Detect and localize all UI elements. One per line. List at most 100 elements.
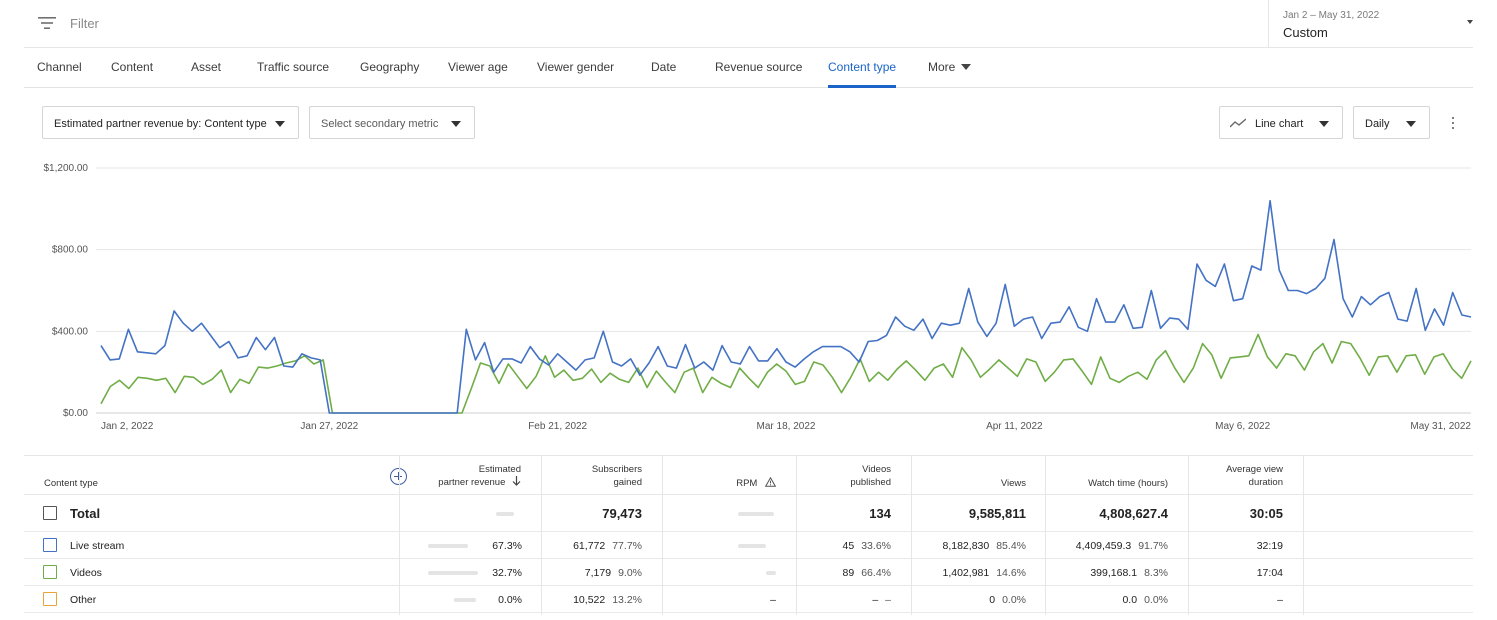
col-header-watch-time[interactable]: Watch time (hours) — [1088, 478, 1168, 489]
tab-asset[interactable]: Asset — [191, 60, 222, 74]
col-header-revenue-line2: partner revenue — [438, 477, 506, 488]
secondary-metric-dropdown[interactable]: Select secondary metric — [309, 106, 475, 139]
caret-down-icon — [451, 121, 461, 127]
add-column-icon[interactable] — [390, 468, 407, 485]
col-header-revenue-line1: Estimated — [478, 464, 521, 475]
table-row: Live stream 67.3% 61,772 77.7% 45 33.6% 8,… — [24, 532, 1473, 559]
y-tick-label: $400.00 — [52, 326, 89, 337]
more-vert-icon[interactable] — [1446, 114, 1460, 132]
avg-view-duration: – — [1277, 594, 1283, 606]
col-header-videos-line2: published — [850, 477, 891, 488]
tab-more-label: More — [928, 60, 956, 74]
column-divider — [911, 455, 912, 615]
checkbox-live-stream[interactable] — [43, 538, 57, 552]
column-divider — [399, 455, 400, 615]
tab-more[interactable]: More — [928, 60, 972, 74]
col-header-videos-published[interactable]: Videos published — [814, 463, 891, 489]
col-header-revenue[interactable]: Estimated partner revenue — [424, 463, 521, 489]
tab-geography[interactable]: Geography — [360, 60, 420, 74]
subscribers-value: 10,522 — [573, 594, 606, 606]
y-tick-label: $1,200.00 — [44, 163, 89, 174]
subscribers-pct: 77.7% — [612, 540, 642, 552]
redacted-value — [454, 598, 476, 602]
col-header-avd-line2: duration — [1248, 477, 1283, 488]
redacted-value — [738, 544, 766, 548]
views-pct: 85.4% — [996, 540, 1026, 552]
warning-icon[interactable] — [764, 476, 777, 487]
col-header-rpm-label: RPM — [736, 478, 758, 489]
tab-viewer-gender[interactable]: Viewer gender — [537, 60, 615, 74]
column-divider — [1045, 455, 1046, 615]
redacted-value — [738, 512, 774, 516]
primary-metric-label: Estimated partner revenue by: Content ty… — [54, 118, 267, 130]
column-divider — [541, 455, 542, 615]
avg-view-duration: 32:19 — [1256, 540, 1283, 552]
column-divider — [1188, 455, 1189, 615]
date-range-text: Jan 2 – May 31, 2022 — [1283, 10, 1380, 21]
series-line-live-stream — [100, 199, 1472, 414]
avg-view-duration: 17:04 — [1256, 567, 1283, 579]
col-header-content-type[interactable]: Content type — [44, 478, 98, 489]
chart-type-label: Line chart — [1255, 118, 1304, 130]
checkbox-other[interactable] — [43, 592, 57, 606]
col-header-rpm[interactable]: RPM — [704, 476, 777, 490]
col-header-avg-view-duration[interactable]: Average view duration — [1194, 463, 1283, 489]
date-range-preset: Custom — [1283, 25, 1328, 40]
videos-cell: 45 33.6% — [814, 540, 891, 552]
x-tick-label: May 6, 2022 — [1215, 421, 1270, 432]
line-chart-icon — [1230, 118, 1246, 128]
column-divider — [662, 455, 663, 615]
views-cell: 0 0.0% — [924, 594, 1026, 606]
tab-content-type[interactable]: Content type — [828, 60, 897, 74]
videos-pct: 66.4% — [861, 567, 891, 579]
revenue-line-chart: $0.00 $400.00 $800.00 $1,200.00 Jan 2, 2022… — [44, 163, 1472, 432]
col-header-subs-line2: gained — [613, 477, 642, 488]
checkbox-videos[interactable] — [43, 565, 57, 579]
subscribers-value: 7,179 — [584, 567, 612, 579]
col-header-views[interactable]: Views — [1000, 478, 1026, 489]
tab-channel[interactable]: Channel — [37, 60, 82, 74]
subscribers-pct: 13.2% — [612, 594, 642, 606]
watch-value: 4,409,459.3 — [1075, 540, 1132, 552]
redacted-value — [496, 512, 514, 516]
tab-revenue-source[interactable]: Revenue source — [715, 60, 803, 74]
caret-down-icon — [1319, 121, 1329, 127]
filter-input[interactable]: Filter — [70, 16, 99, 31]
watch-value: 0.0 — [1122, 594, 1138, 606]
x-tick-label: Jan 2, 2022 — [101, 421, 154, 432]
revenue-pct: 67.3% — [492, 540, 522, 552]
col-header-avd-line1: Average view — [1226, 464, 1283, 475]
row-label-total: Total — [70, 506, 101, 521]
redacted-value — [428, 571, 478, 575]
tab-traffic-source[interactable]: Traffic source — [257, 60, 330, 74]
subscribers-cell: 7,179 9.0% — [544, 567, 642, 579]
tab-content[interactable]: Content — [111, 60, 154, 74]
filter-icon[interactable] — [38, 15, 56, 31]
y-tick-label: $0.00 — [63, 408, 88, 419]
active-tab-indicator — [828, 85, 896, 88]
views-cell: 8,182,830 85.4% — [924, 540, 1027, 552]
videos-value: 45 — [842, 540, 855, 552]
total-views: 9,585,811 — [968, 506, 1026, 521]
checkbox-total[interactable] — [43, 506, 57, 520]
granularity-dropdown[interactable]: Daily — [1353, 106, 1430, 139]
table-header: Content type Estimated partner revenue S… — [24, 455, 1473, 495]
secondary-metric-label: Select secondary metric — [321, 118, 439, 130]
series-line-videos — [100, 333, 1472, 414]
chart-type-dropdown[interactable]: Line chart — [1219, 106, 1343, 139]
col-header-subscribers[interactable]: Subscribers gained — [544, 463, 642, 489]
col-header-videos-line1: Videos — [862, 464, 891, 475]
revenue-pct: 32.7% — [492, 567, 522, 579]
granularity-label: Daily — [1365, 118, 1390, 130]
subscribers-cell: 61,772 77.7% — [544, 540, 642, 552]
watch-pct: 91.7% — [1138, 540, 1168, 552]
date-range-picker[interactable]: Jan 2 – May 31, 2022 Custom — [1268, 0, 1473, 48]
total-videos: 134 — [869, 506, 891, 521]
total-subscribers: 79,473 — [602, 506, 642, 521]
views-pct: 14.6% — [996, 567, 1026, 579]
tab-date[interactable]: Date — [651, 60, 677, 74]
videos-value: – — [872, 594, 879, 606]
primary-metric-dropdown[interactable]: Estimated partner revenue by: Content ty… — [42, 106, 299, 139]
redacted-value — [428, 544, 468, 548]
tab-viewer-age[interactable]: Viewer age — [448, 60, 508, 74]
